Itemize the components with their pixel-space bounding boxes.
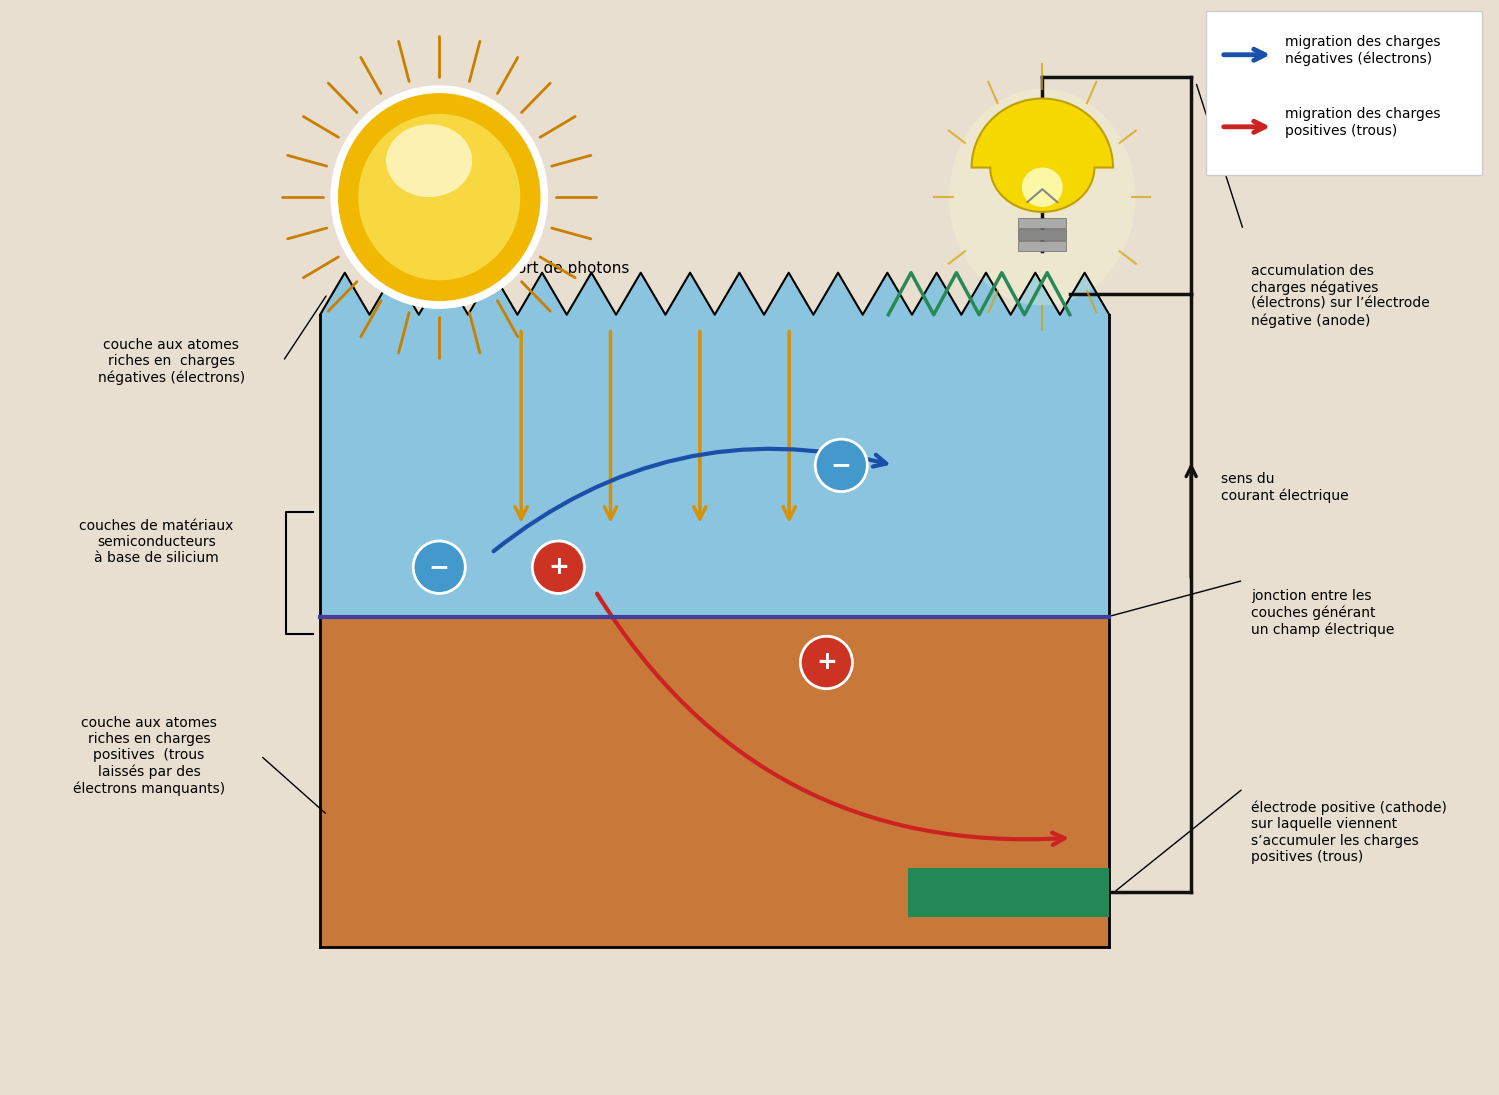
Text: migration des charges
négatives (électrons): migration des charges négatives (électro… [1285, 35, 1441, 66]
Polygon shape [321, 618, 1109, 947]
Ellipse shape [387, 125, 472, 197]
Ellipse shape [337, 93, 541, 301]
Text: jonction entre les
couches générant
un champ électrique: jonction entre les couches générant un c… [1250, 589, 1394, 637]
Ellipse shape [949, 89, 1135, 306]
Text: migration des charges
positives (trous): migration des charges positives (trous) [1285, 107, 1441, 138]
Text: électrode positive (cathode)
sur laquelle viennent
s’accumuler les charges
posit: électrode positive (cathode) sur laquell… [1250, 800, 1447, 864]
Ellipse shape [358, 114, 520, 280]
Text: +: + [815, 650, 836, 675]
Ellipse shape [815, 439, 868, 492]
Bar [1018, 229, 1066, 240]
Polygon shape [321, 273, 1109, 618]
Text: apport de photons: apport de photons [487, 261, 630, 276]
Text: accumulation des
charges négatives
(électrons) sur l’électrode
négative (anode): accumulation des charges négatives (élec… [1250, 264, 1430, 327]
Ellipse shape [800, 636, 853, 689]
Text: couche aux atomes
riches en charges
positives  (trous
laissés par des
électrons : couche aux atomes riches en charges posi… [73, 715, 225, 796]
Text: −: − [830, 453, 851, 477]
Text: sens du
courant électrique: sens du courant électrique [1222, 472, 1349, 503]
Bar [1018, 218, 1066, 229]
Text: −: − [429, 555, 450, 579]
Text: +: + [549, 555, 568, 579]
Ellipse shape [330, 85, 549, 309]
Bar [908, 867, 1109, 918]
Bar [1018, 241, 1066, 252]
Polygon shape [971, 99, 1114, 211]
FancyBboxPatch shape [1207, 11, 1481, 175]
Ellipse shape [1022, 168, 1063, 207]
Ellipse shape [532, 541, 585, 593]
Text: couche aux atomes
riches en  charges
négatives (électrons): couche aux atomes riches en charges néga… [97, 338, 244, 384]
Text: couches de matériaux
semiconducteurs
à base de silicium: couches de matériaux semiconducteurs à b… [79, 519, 234, 565]
Ellipse shape [414, 541, 465, 593]
